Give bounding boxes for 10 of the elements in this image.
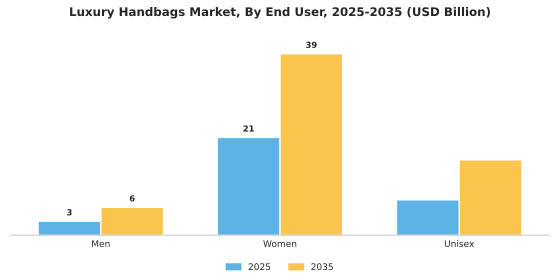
x-tick-label: Women [263,240,296,248]
legend-label: 2035 [311,263,333,270]
x-tick-label: Men [92,240,110,248]
data-label: 6 [130,195,135,202]
chart-title: Luxury Handbags Market, By End User, 2025-2035 (USD Billion) [70,7,490,19]
legend-label: 2025 [248,263,270,270]
x-tick-label: Unisex [444,240,474,248]
data-label: 21 [244,125,254,132]
data-label: 39 [306,42,317,48]
data-label: 3 [67,209,72,216]
